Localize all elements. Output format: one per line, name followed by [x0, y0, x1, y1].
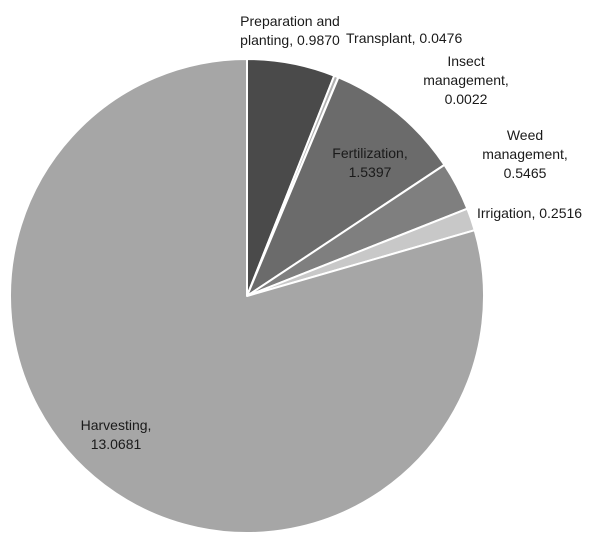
- pie-slices: [9, 58, 485, 533]
- data-label-weed-management: Weed management, 0.5465: [482, 127, 568, 181]
- data-label-preparation-and-planting: Preparation and planting, 0.9870: [240, 13, 340, 48]
- slice-labels: Preparation and planting, 0.9870 Transplan…: [81, 13, 583, 452]
- data-label-irrigation: Irrigation, 0.2516: [477, 205, 582, 221]
- data-label-insect-management: Insect management, 0.0022: [423, 53, 509, 107]
- data-label-transplant: Transplant, 0.0476: [346, 30, 462, 46]
- pie-slice-harvesting: [9, 58, 485, 533]
- data-label-harvesting: Harvesting, 13.0681: [81, 417, 152, 452]
- pie-slice-fertilization: [246, 76, 446, 297]
- data-label-fertilization: Fertilization, 1.5397: [332, 145, 407, 180]
